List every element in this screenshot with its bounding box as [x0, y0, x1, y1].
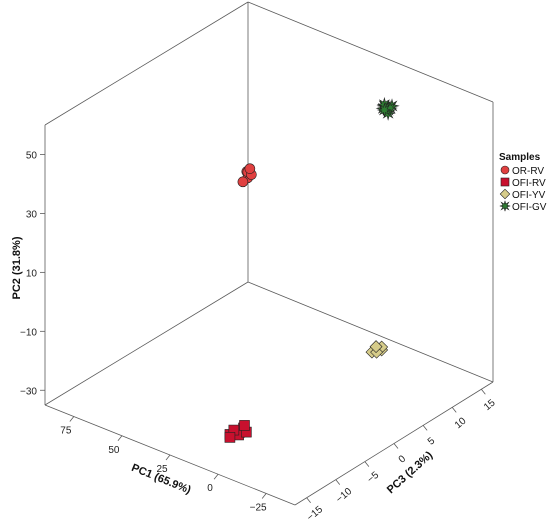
x-tick [213, 473, 219, 480]
frame-edge-top-left [44, 1, 249, 126]
data-point-or-rv [237, 176, 249, 188]
z-tick-label: 10 [453, 415, 469, 431]
x-tick [261, 493, 267, 499]
legend-marker-or-rv [500, 165, 510, 175]
z-tick-label: −15 [305, 504, 325, 520]
frame-edge-top-right [247, 1, 494, 103]
y-tick-label: −10 [20, 327, 37, 338]
legend-title: Samples [499, 152, 541, 163]
x-tick-label: 50 [108, 445, 120, 456]
z-tick [481, 388, 486, 395]
y-tick-label: 10 [26, 268, 38, 279]
data-point-ofi-rv [224, 432, 236, 443]
legend-marker-ofi-yv [499, 188, 511, 200]
frame-edge-back-right [247, 281, 494, 383]
z-tick-label: −10 [334, 486, 354, 506]
x-tick-label: 75 [60, 426, 72, 437]
legend-label-ofi-rv: OFI-RV [512, 178, 546, 189]
frame-edge-back-left [44, 281, 249, 406]
x-tick-label: 25 [156, 464, 168, 475]
legend-marker-ofi-gv [499, 200, 511, 212]
x-tick [165, 454, 171, 461]
x-tick [117, 435, 123, 442]
z-tick-label: 15 [482, 397, 498, 413]
y-tick-label: 30 [26, 209, 38, 220]
data-points [224, 96, 400, 443]
data-point-ofi-rv [239, 420, 250, 431]
z-tick [451, 407, 457, 413]
z-tick [364, 461, 370, 467]
z-tick-label: 0 [397, 453, 409, 465]
y-tick-label: −30 [20, 386, 37, 397]
z-tick-label: 5 [426, 435, 438, 447]
x-tick-label: −25 [250, 502, 267, 513]
z-tick [422, 425, 428, 431]
data-point-ofi-yv [369, 340, 383, 354]
data-point-ofi-gv [376, 102, 393, 118]
y-axis-title: PC2 (31.8%) [11, 236, 23, 299]
z-axis-title: PC3 (2.3%) [385, 449, 436, 496]
x-tick-label: 0 [207, 483, 213, 494]
z-tick [335, 479, 341, 485]
z-tick-label: −5 [365, 470, 381, 486]
box-frame [44, 1, 494, 506]
z-tick [306, 497, 311, 504]
legend-label-ofi-gv: OFI-GV [512, 202, 547, 213]
legend-label-or-rv: OR-RV [512, 166, 544, 177]
legend-label-ofi-yv: OFI-YV [512, 190, 546, 201]
data-point-or-rv [244, 163, 256, 174]
x-tick [69, 416, 75, 422]
y-tick-label: 50 [26, 150, 38, 161]
z-tick [393, 443, 399, 449]
legend-marker-ofi-rv [500, 177, 510, 187]
